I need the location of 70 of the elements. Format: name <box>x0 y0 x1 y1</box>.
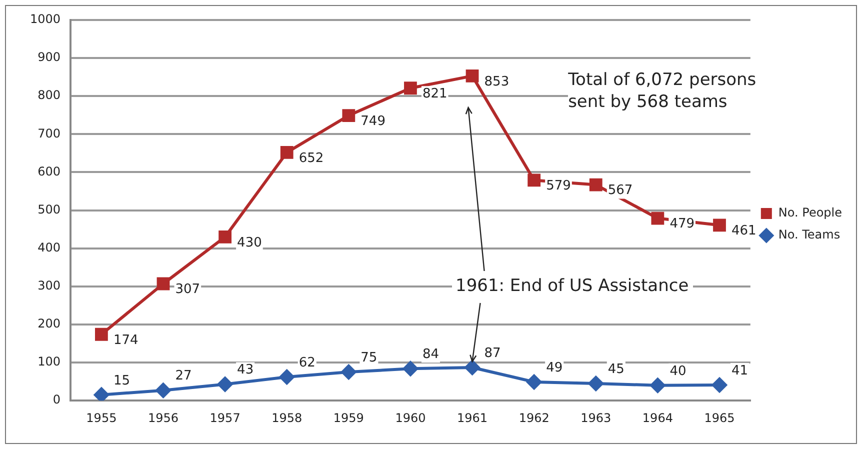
point <box>218 376 233 392</box>
data-label: 87 <box>484 346 501 361</box>
data-label: 43 <box>237 362 254 378</box>
data-label: 749 <box>360 114 386 129</box>
data-label: 652 <box>298 150 324 166</box>
x-tick-label: 1955 <box>86 410 117 425</box>
data-label: 40 <box>670 364 686 379</box>
y-tick-label: 200 <box>38 316 61 331</box>
point <box>94 328 108 341</box>
x-tick-label: 1965 <box>704 410 735 425</box>
data-label: 27 <box>175 368 192 384</box>
data-label: 62 <box>298 355 316 370</box>
point <box>402 361 418 376</box>
point <box>528 174 541 187</box>
data-label: 41 <box>731 363 748 378</box>
point <box>588 376 604 391</box>
data-label: 821 <box>422 86 448 102</box>
y-tick-label: 1000 <box>30 12 61 26</box>
point <box>712 377 727 392</box>
data-label: 479 <box>670 216 695 232</box>
point <box>404 82 417 95</box>
point <box>713 218 726 232</box>
data-label: 75 <box>360 350 378 366</box>
point <box>466 70 479 82</box>
data-label: 174 <box>113 332 138 348</box>
point <box>526 374 542 390</box>
legend-label: No. Teams <box>778 228 840 242</box>
point <box>464 360 480 375</box>
y-tick-label: 800 <box>38 88 61 102</box>
point <box>341 364 356 380</box>
x-tick-label: 1959 <box>333 410 364 425</box>
y-tick-label: 100 <box>38 354 61 369</box>
point <box>651 212 664 225</box>
legend-label: No. People <box>778 206 842 220</box>
point <box>156 382 171 398</box>
point <box>218 230 232 244</box>
x-tick-label: 1958 <box>272 410 302 425</box>
data-label: 853 <box>484 74 510 90</box>
annotation: Total of 6,072 persons sent by 568 teams <box>568 69 798 114</box>
point <box>94 387 109 401</box>
point <box>280 146 294 159</box>
x-tick-label: 1960 <box>395 410 426 425</box>
y-tick-label: 700 <box>38 126 61 140</box>
point <box>279 370 294 385</box>
data-label: 49 <box>546 360 563 376</box>
point <box>156 277 170 290</box>
point <box>650 378 666 393</box>
data-label: 84 <box>422 347 440 362</box>
x-tick-label: 1963 <box>580 410 612 425</box>
point <box>589 178 602 192</box>
data-label: 307 <box>175 282 200 298</box>
x-tick-label: 1956 <box>148 410 179 425</box>
x-tick-label: 1962 <box>518 410 550 425</box>
y-tick-label: 500 <box>38 202 61 216</box>
x-tick-label: 1964 <box>642 410 673 425</box>
annotation: 1961: End of US Assistance <box>452 275 693 297</box>
point <box>342 109 356 122</box>
data-label: 567 <box>608 183 633 198</box>
x-tick-label: 1961 <box>457 410 488 425</box>
data-label: 579 <box>546 178 571 194</box>
data-label: 45 <box>608 362 624 377</box>
data-label: 15 <box>113 373 130 388</box>
y-tick-label: 400 <box>38 240 61 254</box>
y-tick-label: 0 <box>52 392 61 407</box>
y-tick-label: 600 <box>38 164 61 178</box>
x-tick-label: 1957 <box>210 410 240 425</box>
data-label: 461 <box>731 224 756 239</box>
y-tick-label: 300 <box>38 278 61 293</box>
data-label: 430 <box>237 235 262 250</box>
y-tick-label: 900 <box>38 50 61 64</box>
